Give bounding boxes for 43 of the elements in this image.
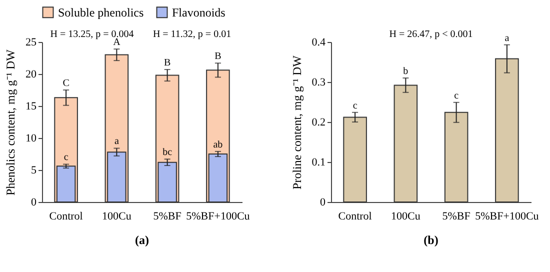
annotation: B xyxy=(164,58,171,69)
y-tick-label: 15 xyxy=(26,100,37,112)
y-tick-label: 10 xyxy=(26,132,37,144)
annotation: ab xyxy=(213,139,223,150)
y-tick-label: 0.2 xyxy=(312,116,326,128)
annotation: bc xyxy=(162,147,173,158)
annotation: b xyxy=(403,66,408,77)
annotation: c xyxy=(352,100,358,112)
text: (b) xyxy=(424,233,438,247)
text: H = 26.47, p < 0.001 xyxy=(389,29,473,40)
bar xyxy=(444,112,468,202)
annotation: a xyxy=(114,136,120,148)
text: H = 11.32, p = 0.01 xyxy=(152,29,232,40)
x-tick-label: 5%BF+100Cu xyxy=(186,210,250,222)
annotation: c xyxy=(454,90,460,102)
legend-label: Soluble phenolics xyxy=(58,5,144,20)
y-axis-title: Phenolics content, mg g⁻¹ DW xyxy=(4,48,18,196)
y-tick-label: 0 xyxy=(31,196,37,208)
x-tick-label: 100Cu xyxy=(391,210,421,222)
x-tick-label: Control xyxy=(338,210,372,222)
y-tick-label: 0.1 xyxy=(312,156,326,168)
x-tick-label: 5%BF xyxy=(153,210,182,222)
annotation: a xyxy=(504,32,510,44)
annotation: c xyxy=(64,152,69,164)
x-tick-label: 100Cu xyxy=(102,210,132,222)
y-tick-label: 0 xyxy=(320,196,326,208)
y-tick-label: 25 xyxy=(26,36,37,48)
x-tick-label: 5%BF+100Cu xyxy=(475,210,540,222)
y-tick-label: 5 xyxy=(31,164,37,176)
bar xyxy=(394,84,418,202)
annotation: C xyxy=(62,78,70,89)
bar xyxy=(343,116,367,202)
annotation: A xyxy=(113,37,122,48)
y-tick-label: 20 xyxy=(26,68,37,80)
legend-label: Flavonoids xyxy=(172,5,226,20)
annotation: B xyxy=(214,51,222,62)
x-tick-label: Control xyxy=(49,210,83,222)
y-tick-label: 0.4 xyxy=(312,36,326,48)
y-axis-title: Proline content, mg g⁻¹ DW xyxy=(290,54,304,190)
y-tick-label: 0.3 xyxy=(312,76,326,88)
x-tick-label: 5%BF xyxy=(442,210,470,222)
text: (a) xyxy=(135,233,149,247)
bar xyxy=(495,58,519,202)
